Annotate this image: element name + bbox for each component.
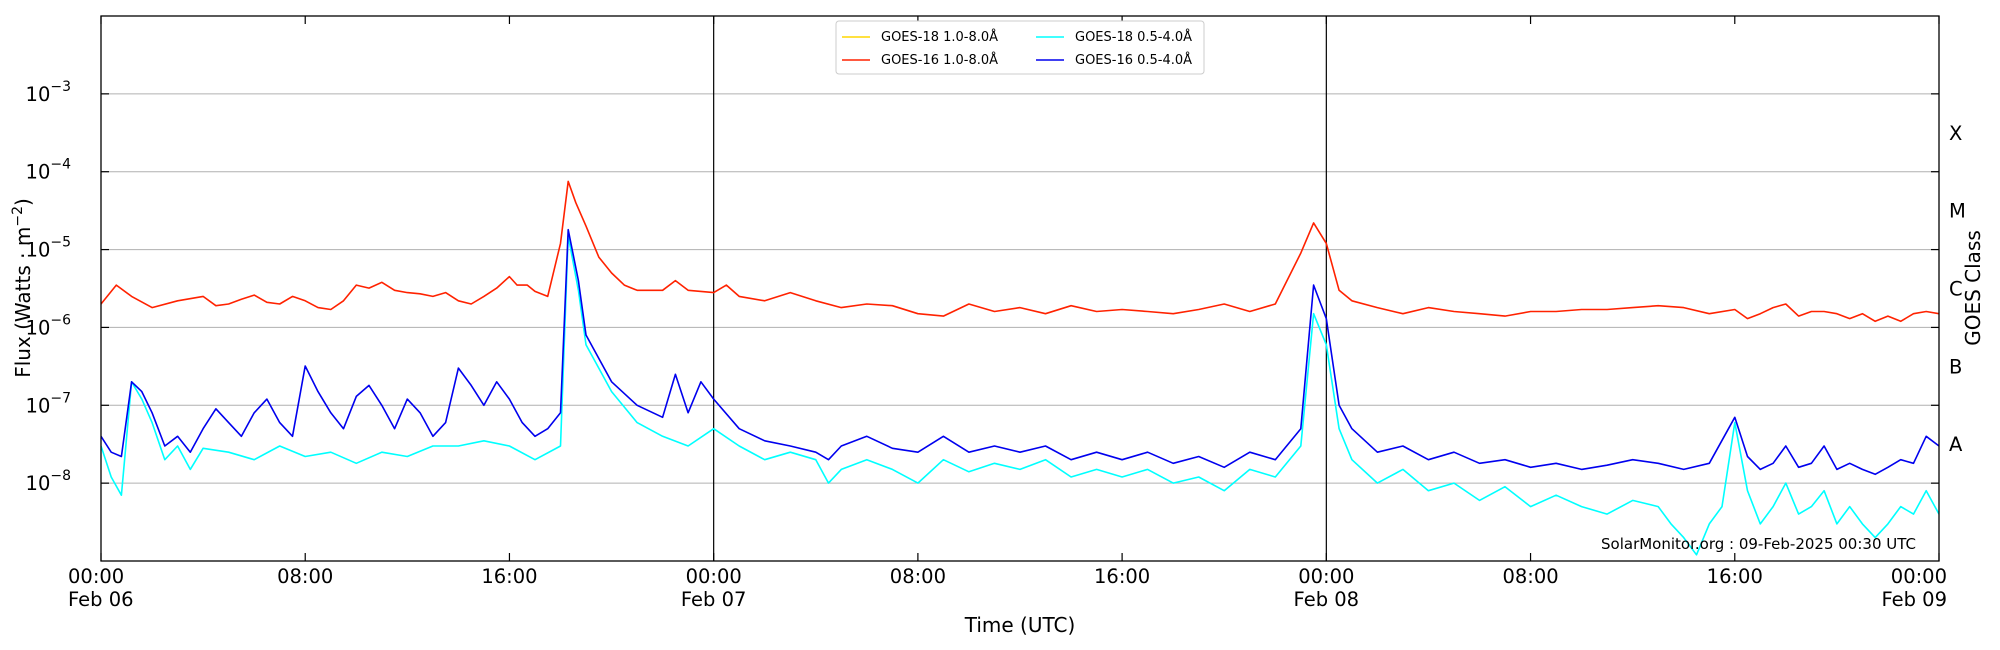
x-tick-date-0: Feb 06 bbox=[68, 588, 134, 611]
y-tick-label-2: 10−5 bbox=[26, 235, 71, 262]
goes-class-A: A bbox=[1949, 433, 1963, 456]
plot-area-background bbox=[101, 16, 1939, 561]
y-tick-label-4: 10−7 bbox=[26, 390, 71, 417]
legend-box bbox=[835, 20, 1205, 75]
x-tick-label-2: 16:00 bbox=[481, 565, 537, 588]
goes-class-X: X bbox=[1949, 122, 1962, 145]
x-tick-date-6: Feb 08 bbox=[1294, 588, 1360, 611]
x-tick-label-7: 08:00 bbox=[1502, 565, 1558, 588]
goes-class-C: C bbox=[1949, 278, 1963, 301]
legend: GOES-18 1.0-8.0Å GOES-16 1.0-8.0Å GOES-1… bbox=[835, 20, 1205, 75]
x-tick-label-8: 16:00 bbox=[1707, 565, 1763, 588]
series-line-1 bbox=[101, 180, 1939, 323]
series-lines bbox=[101, 180, 1939, 556]
x-tick-label-6: 00:00 bbox=[1298, 565, 1354, 588]
goes-class-labels: X M C B A bbox=[1949, 122, 1966, 456]
y-tick-label-3: 10−6 bbox=[26, 312, 72, 339]
series-line-3 bbox=[101, 228, 1939, 476]
credit-text: SolarMonitor.org : 09-Feb-2025 00:30 UTC bbox=[1601, 535, 1916, 553]
x-axis-label: Time (UTC) bbox=[964, 613, 1076, 637]
horizontal-grid bbox=[101, 93, 1939, 484]
goes-class-M: M bbox=[1949, 200, 1966, 223]
legend-label-goes16-short: GOES-16 0.5-4.0Å bbox=[1075, 52, 1192, 68]
legend-label-goes16-long: GOES-16 1.0-8.0Å bbox=[881, 52, 998, 68]
y-axis-ticks: 10−3 10−4 10−5 10−6 10−7 10−8 bbox=[26, 79, 1939, 495]
goes-class-B: B bbox=[1949, 355, 1962, 378]
day-boundary-lines bbox=[713, 16, 1327, 561]
x-tick-label-0: 00:00 bbox=[68, 565, 124, 588]
plot-frame bbox=[100, 15, 1940, 562]
y-tick-label-5: 10−8 bbox=[26, 468, 71, 495]
y2-axis-label: GOES Class bbox=[1961, 230, 1985, 346]
y-axis-label: Flux (Watts · m−2) bbox=[10, 198, 35, 378]
x-tick-label-3: 00:00 bbox=[686, 565, 742, 588]
x-tick-label-9: 00:00 bbox=[1891, 565, 1947, 588]
x-tick-label-1: 08:00 bbox=[277, 565, 333, 588]
x-tick-label-5: 16:00 bbox=[1094, 565, 1150, 588]
series-line-2 bbox=[101, 235, 1939, 556]
y-tick-label-1: 10−4 bbox=[26, 157, 72, 184]
legend-label-goes18-long: GOES-18 1.0-8.0Å bbox=[881, 29, 998, 45]
x-tick-label-4: 08:00 bbox=[890, 565, 946, 588]
legend-label-goes18-short: GOES-18 0.5-4.0Å bbox=[1075, 29, 1192, 45]
y-tick-label-0: 10−3 bbox=[26, 79, 71, 106]
x-tick-date-9: Feb 09 bbox=[1881, 588, 1947, 611]
x-tick-date-3: Feb 07 bbox=[681, 588, 747, 611]
